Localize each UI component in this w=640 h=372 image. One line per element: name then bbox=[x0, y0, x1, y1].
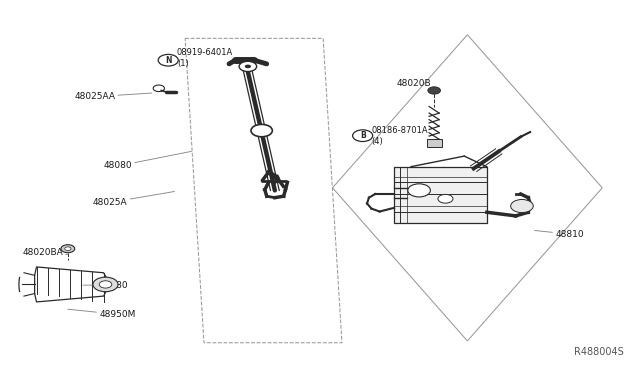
Text: 08919-6401A
(1): 08919-6401A (1) bbox=[177, 48, 233, 68]
Circle shape bbox=[438, 195, 453, 203]
Text: 08186-8701A
(4): 08186-8701A (4) bbox=[371, 126, 428, 146]
Circle shape bbox=[251, 124, 273, 137]
Circle shape bbox=[158, 54, 179, 66]
Text: 48080: 48080 bbox=[104, 151, 191, 170]
Circle shape bbox=[239, 61, 257, 71]
Text: 48950M: 48950M bbox=[68, 309, 136, 319]
Circle shape bbox=[428, 87, 440, 94]
Circle shape bbox=[99, 281, 112, 288]
Text: 48810: 48810 bbox=[534, 230, 584, 238]
Text: B: B bbox=[360, 131, 365, 140]
Circle shape bbox=[408, 184, 430, 197]
Circle shape bbox=[65, 247, 71, 250]
Circle shape bbox=[244, 65, 251, 68]
Text: 48020B: 48020B bbox=[397, 79, 434, 90]
Circle shape bbox=[93, 277, 118, 292]
Text: 48025A: 48025A bbox=[93, 192, 175, 207]
Text: 48980: 48980 bbox=[83, 280, 128, 290]
FancyBboxPatch shape bbox=[427, 139, 442, 147]
Text: R488004S: R488004S bbox=[575, 347, 624, 357]
Text: N: N bbox=[165, 56, 172, 65]
Circle shape bbox=[511, 199, 533, 213]
Text: 48020BA: 48020BA bbox=[22, 248, 68, 257]
Text: 48025AA: 48025AA bbox=[74, 92, 152, 101]
FancyBboxPatch shape bbox=[394, 167, 487, 223]
Circle shape bbox=[353, 130, 372, 141]
Circle shape bbox=[61, 245, 75, 253]
